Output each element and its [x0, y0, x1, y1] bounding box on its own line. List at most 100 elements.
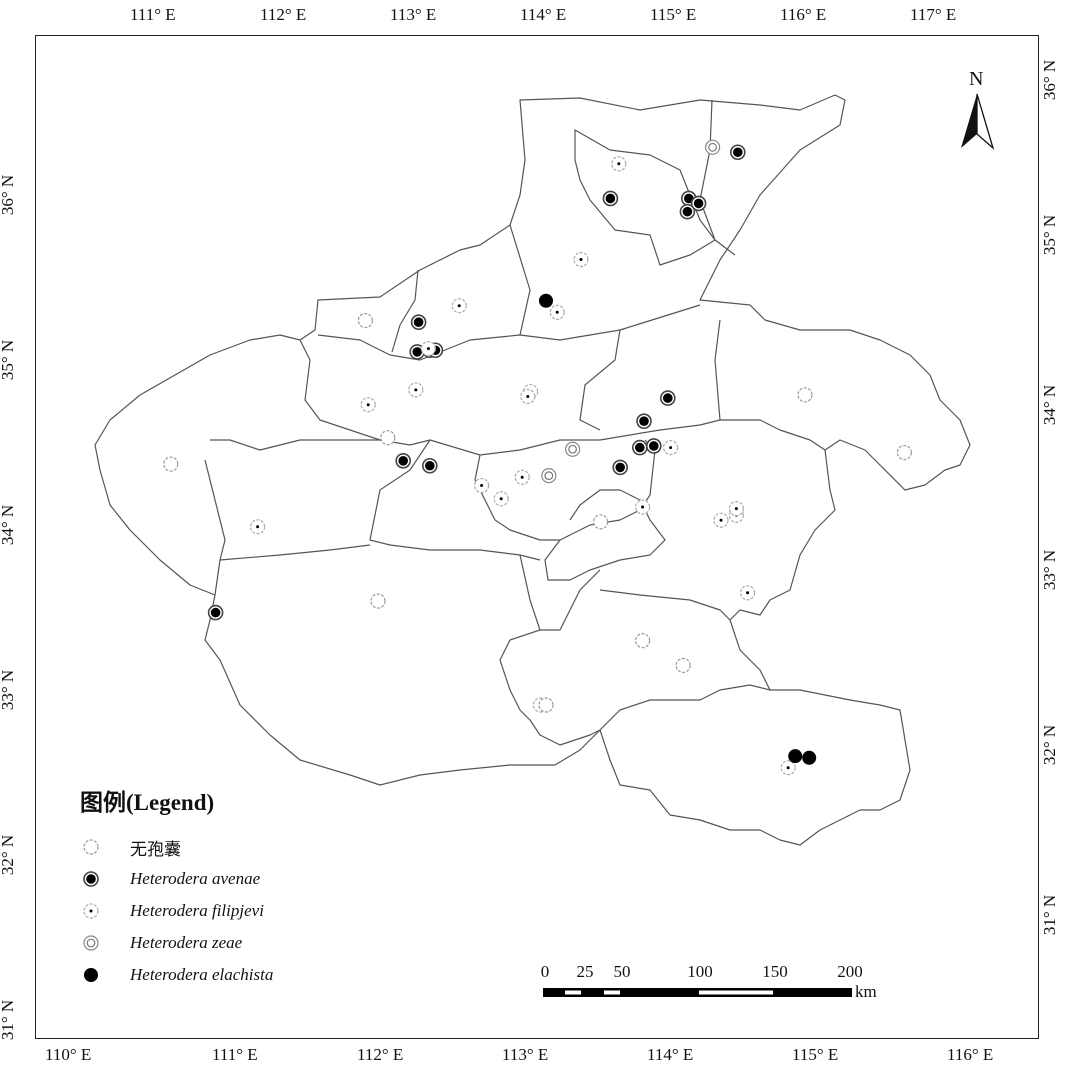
site-marker-avenae [690, 195, 707, 212]
city-boundary [699, 99, 736, 256]
city-boundary [544, 489, 666, 581]
site-marker-filipjevi [408, 382, 424, 398]
site-marker-avenae [612, 459, 629, 476]
site-marker-filipjevi [573, 251, 589, 268]
graticule-label: 116° E [947, 1045, 994, 1064]
graticule-label: 112° E [357, 1045, 404, 1064]
graticule-label: 34° N [1040, 384, 1060, 426]
graticule-label: 112° E [260, 5, 307, 24]
site-marker-filipjevi [514, 469, 530, 485]
graticule-label: 113° E [390, 5, 437, 24]
site-marker-avenae [421, 457, 438, 474]
north-arrow-icon [961, 93, 995, 150]
city-boundary [509, 224, 531, 336]
city-boundary [519, 554, 601, 631]
graticule-label: 111° E [212, 1045, 258, 1064]
city-boundary [369, 439, 541, 561]
city-boundary [714, 319, 721, 421]
legend-item-none: 无孢囊 [80, 831, 273, 863]
scale-bar: 0 25 50 100 150 200 km [535, 962, 885, 1002]
north-arrow: N [957, 68, 997, 152]
graticule-label: 31° N [1040, 894, 1060, 936]
site-marker-filipjevi [549, 304, 565, 320]
map-frame [35, 35, 1039, 1039]
graticule-label: 33° N [1040, 549, 1060, 591]
scale-bar-graphic [543, 988, 852, 997]
scale-label: 50 [613, 962, 631, 981]
city-boundary [499, 629, 601, 746]
city-boundary [579, 329, 621, 431]
site-marker-avenae [645, 438, 662, 454]
site-marker-none [370, 593, 386, 609]
city-boundary [474, 439, 656, 541]
city-boundary [317, 304, 701, 361]
legend-label: Heterodera zeae [130, 933, 243, 952]
site-marker-avenae [631, 439, 648, 456]
site-marker-none [357, 312, 373, 329]
graticule-label: 32° N [0, 834, 18, 876]
site-marker-filipjevi [250, 519, 266, 535]
site-marker-avenae [395, 452, 412, 469]
graticule-label: 35° N [0, 339, 18, 381]
legend-label: Heterodera elachista [130, 965, 274, 984]
city-boundary [391, 269, 419, 353]
graticule-label: 35° N [1040, 214, 1060, 256]
legend-label: Heterodera avenae [130, 869, 261, 888]
site-marker-avenae [729, 144, 746, 161]
legend-item-filipjevi: Heterodera filipjevi [80, 895, 273, 927]
site-marker-avenae [410, 314, 427, 331]
site-marker-elachista [788, 749, 803, 764]
site-marker-zeae [564, 441, 581, 457]
scale-label: 100 [687, 962, 713, 981]
graticule-label: 111° E [130, 5, 176, 24]
city-boundary [299, 339, 826, 456]
graticule-label: 115° E [792, 1045, 839, 1064]
site-marker-filipjevi [420, 341, 436, 357]
city-boundary [599, 589, 731, 621]
scale-label: 0 [540, 962, 550, 981]
site-marker-none [634, 633, 651, 649]
site-marker-avenae [207, 604, 224, 621]
filipjevi-symbol-icon [80, 902, 116, 920]
scale-label: 200 [837, 962, 863, 981]
site-marker-filipjevi [728, 501, 745, 517]
city-boundary [219, 544, 371, 561]
graticule-label: 115° E [650, 5, 697, 24]
province-outline [94, 94, 971, 846]
legend: 图例(Legend) 无孢囊 Heterodera avenae Heteroder… [80, 783, 273, 991]
site-marker-none [592, 514, 609, 530]
scale-label: 150 [762, 962, 788, 981]
graticule-label: 116° E [780, 5, 827, 24]
graticule-label: 36° N [0, 174, 18, 216]
graticule-label: 32° N [1040, 724, 1060, 766]
site-marker-none [538, 697, 554, 713]
site-marker-filipjevi [634, 499, 651, 515]
site-marker-filipjevi [780, 760, 796, 776]
site-marker-filipjevi [739, 585, 756, 601]
site-marker-none [675, 657, 691, 674]
elachista-symbol-icon [80, 966, 116, 984]
site-marker-none [797, 387, 813, 403]
site-marker-filipjevi [520, 388, 536, 405]
province-boundaries [94, 94, 971, 846]
site-marker-elachista [539, 293, 553, 308]
graticule-label: 113° E [502, 1045, 549, 1064]
legend-label: Heterodera filipjevi [130, 901, 264, 920]
zeae-symbol-icon [80, 934, 116, 952]
site-marker-none [380, 430, 396, 446]
scale-unit: km [855, 982, 877, 1001]
site-marker-zeae [704, 139, 721, 155]
site-marker-elachista [802, 750, 817, 765]
legend-title: 图例(Legend) [80, 790, 215, 815]
site-marker-avenae [636, 413, 652, 430]
graticule-label: 34° N [0, 504, 18, 546]
city-boundary [599, 684, 771, 731]
site-marker-filipjevi [713, 512, 729, 528]
site-marker-filipjevi [662, 440, 679, 456]
graticule-label: 36° N [1040, 59, 1060, 101]
graticule-label: 114° E [520, 5, 567, 24]
graticule-label: 31° N [0, 999, 18, 1041]
site-marker-filipjevi [474, 477, 490, 494]
site-marker-avenae [679, 203, 696, 220]
